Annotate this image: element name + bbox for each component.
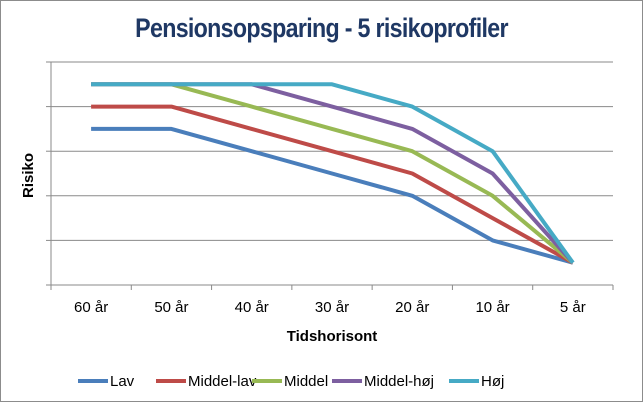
legend-label: Middel	[284, 373, 328, 390]
x-axis-label: Tidshorisont	[287, 328, 378, 345]
x-tick-label: 50 år	[154, 299, 188, 316]
x-tick-label: 40 år	[235, 299, 269, 316]
x-tick-label: 30 år	[315, 299, 349, 316]
legend-label: Middel-høj	[364, 373, 434, 390]
x-tick-label: 5 år	[560, 299, 586, 316]
chart-title: Pensionsopsparing - 5 risikoprofiler	[135, 13, 508, 43]
legend-label: Middel-lav	[188, 373, 257, 390]
y-axis-label: Risiko	[20, 153, 37, 198]
series-line-lav	[91, 126, 574, 265]
series-line-høj	[91, 82, 575, 264]
series-line-middel-lav	[91, 104, 574, 265]
legend-label: Høj	[481, 373, 504, 390]
x-tick-label: 20 år	[395, 299, 429, 316]
x-tick-label: 10 år	[475, 299, 509, 316]
legend-label: Lav	[110, 373, 135, 390]
x-tick-label: 60 år	[74, 299, 108, 316]
